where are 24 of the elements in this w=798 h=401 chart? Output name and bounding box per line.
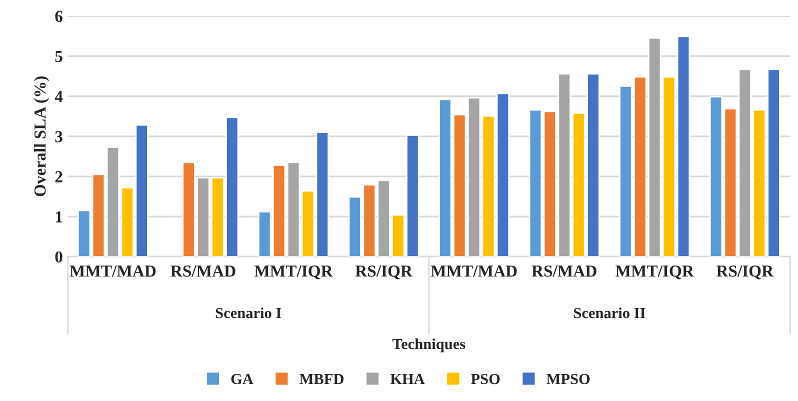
legend-label: KHA [390, 374, 425, 384]
text: Scenario II [574, 307, 646, 318]
y-axis-title: Overall SLA (%) [34, 76, 50, 196]
y-tick-label: 4 [54, 91, 63, 102]
x-tick-label: RS/MAD [532, 266, 596, 277]
legend-label: GA [231, 374, 254, 384]
y-tick-label: 5 [55, 51, 62, 62]
x-tick-label: RS/MAD [170, 266, 236, 277]
y-tick-label: 2 [55, 171, 62, 182]
legend-label: MPSO [546, 374, 590, 384]
y-tick-label: 1 [56, 211, 62, 222]
text: Scenario I [216, 307, 282, 318]
x-tick-label: MMT/IQR [616, 266, 694, 280]
legend-label: PSO [470, 374, 500, 384]
x-tick-label: MMT/MAD [430, 266, 517, 277]
y-tick-label: 0 [55, 251, 62, 263]
x-tick-label: MMT/IQR [254, 266, 334, 280]
x-tick-label: RS/IQR [355, 266, 413, 280]
y-tick-label: 6 [55, 10, 62, 22]
y-tick-label: 3 [55, 131, 62, 142]
x-tick-label: RS/IQR [716, 266, 774, 280]
legend-label: MBFD [300, 374, 344, 384]
x-axis-title: Techniques [392, 338, 466, 352]
x-tick-label: MMT/MAD [70, 266, 156, 277]
